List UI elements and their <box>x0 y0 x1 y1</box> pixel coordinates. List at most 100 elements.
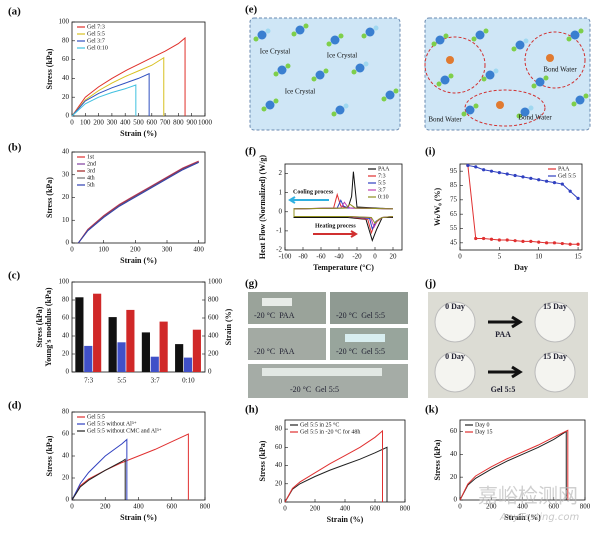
gel-strip <box>262 368 382 376</box>
y-tick-label: 40 <box>450 450 458 458</box>
legend-label: Gel 5:5 in -20 °C for 48h <box>300 428 360 435</box>
molecule <box>330 35 340 45</box>
annotation: Cooling process <box>293 189 334 195</box>
point <box>552 181 557 185</box>
x-axis-label: Strain (%) <box>504 513 541 522</box>
atom <box>273 71 279 77</box>
atom <box>323 68 329 74</box>
bar <box>192 329 201 372</box>
x-tick-label: 200 <box>486 503 497 511</box>
annotation: Heating process <box>315 223 356 229</box>
point <box>513 173 517 178</box>
x-tick-label: 0 <box>70 119 74 127</box>
y-tick-label: 60 <box>62 314 70 322</box>
photo-caption: -20 °C PAA <box>254 347 295 356</box>
x-tick-label: 600 <box>549 503 560 511</box>
y-axis-label: Wₜ/W₀ (%) <box>433 188 442 227</box>
series-line <box>77 161 199 244</box>
legend-label: Gel 5:5 <box>558 173 576 179</box>
photo-grid-j <box>428 292 588 398</box>
molecule <box>365 27 375 37</box>
y-tick-label: 20 <box>450 473 458 481</box>
water-region <box>424 36 486 94</box>
photo-caption: -20 °C PAA <box>254 311 295 320</box>
photo <box>248 328 326 360</box>
diagram-text: Bond Water <box>428 116 462 124</box>
series-line <box>71 438 128 501</box>
diagram-text: Bond Water <box>543 66 577 74</box>
atom <box>331 111 337 117</box>
x-tick-label: 800 <box>400 505 411 513</box>
x-tick-label: 600 <box>147 119 158 127</box>
y-tick-label: 1 <box>279 188 283 196</box>
point <box>544 179 549 183</box>
photo <box>330 328 408 360</box>
panel-label: (c) <box>8 270 21 282</box>
bar <box>175 344 184 372</box>
x-tick-label: 100 <box>80 119 91 127</box>
atom <box>511 46 517 52</box>
plot-frame <box>459 163 583 251</box>
atom <box>578 28 584 34</box>
photo-caption: -20 °C Gel 5:5 <box>336 311 385 320</box>
panel-label: (b) <box>8 142 22 154</box>
x-tick-label: -40 <box>334 253 344 261</box>
point <box>466 163 470 168</box>
atom <box>373 25 379 31</box>
dish <box>534 351 576 393</box>
water-region <box>464 89 546 127</box>
atom <box>303 23 309 29</box>
metal-ion <box>496 101 504 109</box>
point <box>474 236 478 241</box>
y-tick-label: 60 <box>450 427 458 435</box>
x-tick-label: 800 <box>580 503 591 511</box>
x-tick-label: 400 <box>193 246 204 254</box>
diagram-panel <box>249 17 401 131</box>
panel-label: (g) <box>245 278 258 290</box>
photo-text: 15 Day <box>543 302 567 311</box>
photo-caption: -20 °C Gel 5:5 <box>290 385 339 394</box>
x-tick-label: 1000 <box>198 119 213 127</box>
diagram-text: Ice Crystal <box>260 48 291 56</box>
atom <box>543 75 549 81</box>
x-tick-label: 400 <box>340 505 351 513</box>
atom <box>311 76 317 82</box>
series-line <box>77 161 199 244</box>
molecule <box>435 35 445 45</box>
atom <box>285 63 291 69</box>
atom <box>461 111 467 117</box>
series-line <box>77 161 199 244</box>
y-tick-label: 80 <box>275 425 283 433</box>
x-tick-label: 0 <box>70 503 74 511</box>
y-axis-label: Young's modulus (kPa) <box>44 287 53 366</box>
y-tick-label: 100 <box>59 18 70 26</box>
x-axis-label: Strain (%) <box>120 513 157 522</box>
y2-tick-label: 200 <box>208 350 219 358</box>
dish <box>434 301 476 343</box>
legend-label: Gel 5:5 without CMC and Al³⁺ <box>87 427 162 434</box>
x-tick-label: 0 <box>458 253 462 261</box>
point <box>521 239 525 243</box>
atom <box>265 28 271 34</box>
series-line <box>71 72 150 117</box>
atom <box>473 103 479 109</box>
y-tick-label: 60 <box>62 430 70 438</box>
x-tick-label: 300 <box>107 119 118 127</box>
molecule <box>257 30 267 40</box>
series-line <box>77 162 199 244</box>
x-tick-label: 200 <box>93 119 104 127</box>
atom <box>291 31 297 37</box>
atom <box>483 28 489 34</box>
point <box>505 172 509 176</box>
x-tick-label: -100 <box>279 253 292 261</box>
y-tick-label: 80 <box>62 36 70 44</box>
x-tick-label: 0 <box>283 505 287 513</box>
y-axis-label: Stress (kPa) <box>433 439 442 480</box>
atom <box>431 41 437 47</box>
legend-label: Gel 7:3 <box>87 24 105 30</box>
dish <box>534 301 576 343</box>
y-tick-label: 0 <box>66 496 70 504</box>
molecule <box>385 90 395 100</box>
molecule <box>520 107 530 117</box>
y-tick-label: 95 <box>450 167 458 175</box>
